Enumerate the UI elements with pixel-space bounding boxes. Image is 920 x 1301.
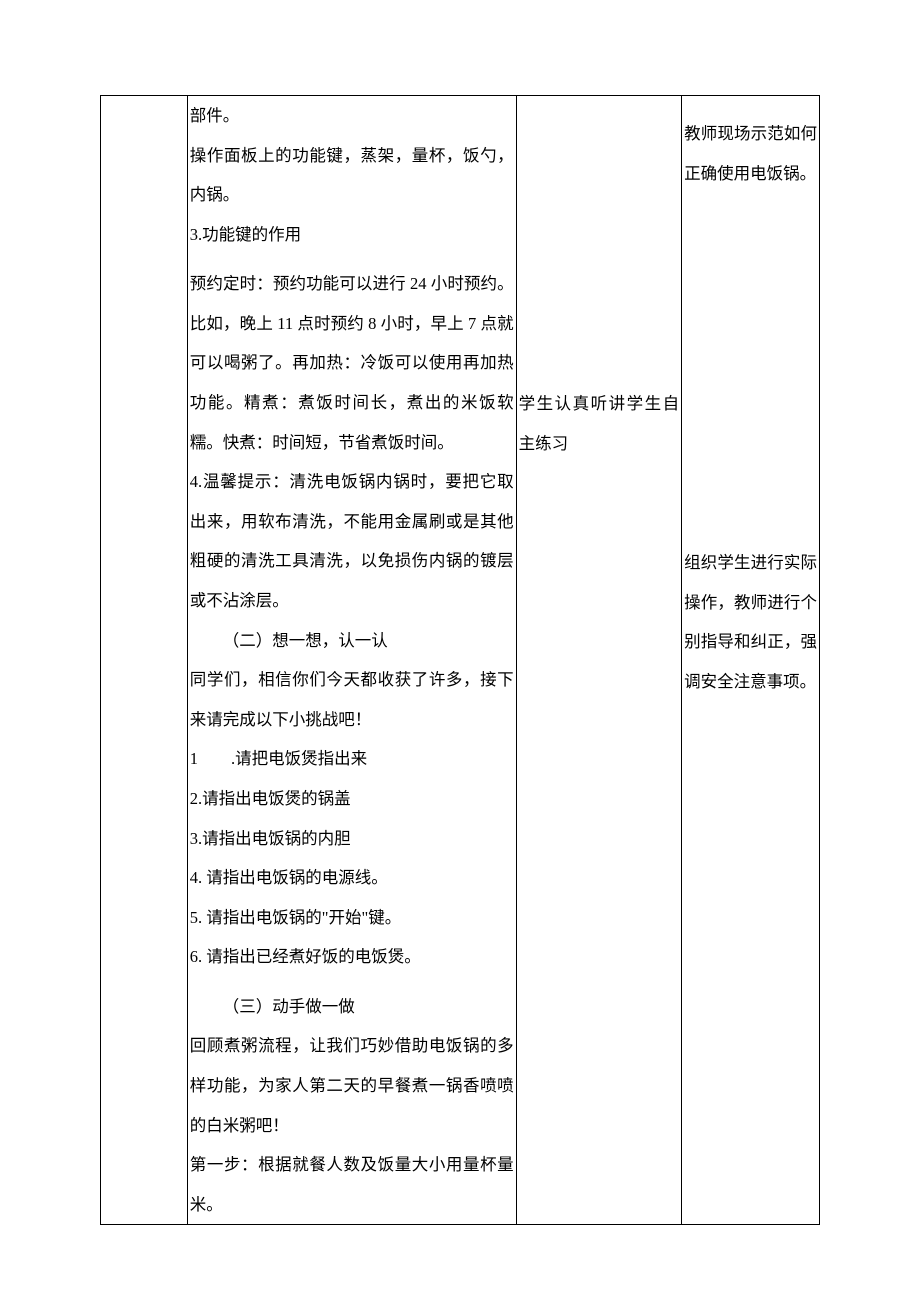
teacher-note-text: 教师现场示范如何正确使用电饭锅。 [684, 114, 817, 193]
text-line: 第一步：根据就餐人数及饭量大小用量杯量米。 [190, 1145, 514, 1224]
text-paragraph: 同学们，相信你们今天都收获了许多，接下来请完成以下小挑战吧！ [190, 660, 514, 739]
list-item: 6. 请指出已经煮好饭的电饭煲。 [190, 937, 514, 977]
list-item: 1 .请把电饭煲指出来 [190, 739, 514, 779]
text-paragraph: 回顾煮粥流程，让我们巧妙借助电饭锅的多样功能，为家人第二天的早餐煮一锅香喷喷的白… [190, 1026, 514, 1145]
list-item: 2.请指出电饭煲的锅盖 [190, 779, 514, 819]
text-line: 3.功能键的作用 [190, 215, 514, 255]
student-activity-text: 学生认真听讲学生自主练习 [519, 384, 679, 463]
list-item: 3.请指出电饭锅的内胆 [190, 819, 514, 859]
text-paragraph: 预约定时：预约功能可以进行 24 小时预约。比如，晚上 11 点时预约 8 小时… [190, 264, 514, 462]
list-item: 5. 请指出电饭锅的"开始"键。 [190, 898, 514, 938]
cell-col1 [101, 96, 188, 1225]
teacher-note-text: 组织学生进行实际操作，教师进行个别指导和纠正，强调安全注意事项。 [684, 543, 817, 701]
document-page: 部件。 操作面板上的功能键，蒸架，量杯，饭勺，内锅。 3.功能键的作用 预约定时… [0, 0, 920, 1301]
section-heading: （三）动手做一做 [190, 987, 514, 1027]
table-row: 部件。 操作面板上的功能键，蒸架，量杯，饭勺，内锅。 3.功能键的作用 预约定时… [101, 96, 820, 1225]
list-item: 4. 请指出电饭锅的电源线。 [190, 858, 514, 898]
cell-col2: 部件。 操作面板上的功能键，蒸架，量杯，饭勺，内锅。 3.功能键的作用 预约定时… [187, 96, 516, 1225]
cell-col3: 学生认真听讲学生自主练习 [516, 96, 681, 1225]
text-line: 操作面板上的功能键，蒸架，量杯，饭勺，内锅。 [190, 136, 514, 215]
section-heading: （二）想一想，认一认 [190, 621, 514, 661]
text-paragraph: 4.温馨提示：清洗电饭锅内锅时，要把它取出来，用软布清洗，不能用金属刷或是其他粗… [190, 462, 514, 620]
lesson-table: 部件。 操作面板上的功能键，蒸架，量杯，饭勺，内锅。 3.功能键的作用 预约定时… [100, 95, 820, 1225]
cell-col4: 教师现场示范如何正确使用电饭锅。 组织学生进行实际操作，教师进行个别指导和纠正，… [682, 96, 820, 1225]
text-line: 部件。 [190, 96, 514, 136]
